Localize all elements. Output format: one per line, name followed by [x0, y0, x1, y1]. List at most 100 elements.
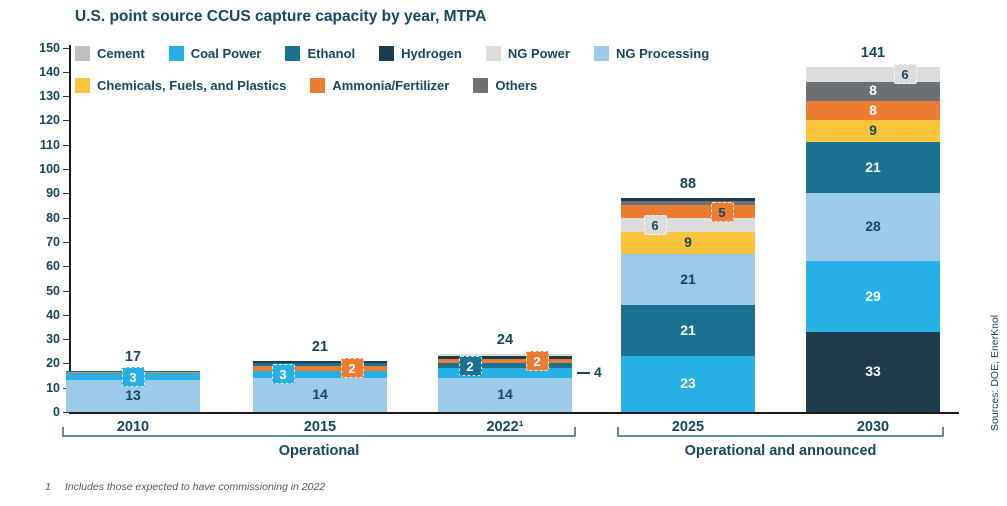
y-tick-label-140: 140 [39, 64, 60, 79]
group-bracket-operational [62, 427, 576, 437]
legend-item-ng-power: NG Power [485, 46, 570, 61]
y-tick-label-40: 40 [46, 307, 60, 322]
y-tick-mark-90 [63, 193, 69, 195]
y-tick-mark-110 [63, 144, 69, 146]
segment-value-label: 21 [865, 158, 881, 175]
y-tick-label-70: 70 [46, 234, 60, 249]
legend-item-ng-processing: NG Processing [593, 46, 709, 61]
segment-value-label: 8 [869, 101, 877, 118]
legend-label-cement: Cement [97, 46, 145, 61]
bar-segment-2030-ammonia-fertilizer [806, 100, 940, 121]
y-tick-label-80: 80 [46, 210, 60, 225]
x-axis-line [69, 412, 959, 414]
legend-item-ethanol: Ethanol [285, 46, 355, 61]
legend-item-cement: Cement [75, 46, 145, 61]
bar-segment-2015-ethanol [253, 363, 387, 366]
footnote-text: Includes those expected to have commissi… [64, 481, 326, 493]
segment-value-label: 9 [684, 234, 692, 251]
segment-value-label: 21 [680, 321, 696, 338]
y-tick-label-10: 10 [46, 380, 60, 395]
others-swatch-icon [473, 78, 489, 93]
bar-segment-2030-ng-processing [806, 193, 940, 262]
bar-segment-2025-hydrogen [621, 198, 755, 201]
y-tick-mark-120 [63, 120, 69, 122]
footnote: 1 Includes those expected to have commiss… [45, 481, 325, 493]
y-tick-label-130: 130 [39, 89, 60, 104]
x-axis-label-2030: 2030 [856, 419, 890, 435]
bar-segment-2022-coal-power [438, 368, 572, 378]
x-axis-label-2022: 2022¹ [486, 419, 524, 435]
group-label-operational: Operational [278, 443, 360, 459]
legend-label-hydrogen: Hydrogen [401, 46, 462, 61]
legend-label-others: Others [495, 78, 538, 93]
legend-label-ammonia-fertilizer: Ammonia/Fertilizer [332, 78, 450, 93]
bar-segment-2025-coal-power [621, 356, 755, 412]
y-tick-mark-80 [63, 217, 69, 219]
group-label-operational-and-announced: Operational and announced [684, 443, 877, 459]
y-tick-label-120: 120 [39, 113, 60, 128]
y-axis-line [69, 45, 71, 414]
footnote-marker: 1 [45, 481, 51, 493]
y-tick-mark-0 [63, 412, 69, 413]
legend-row-2: Chemicals, Fuels, and Plastics Ammonia/Fe… [75, 78, 537, 93]
y-tick-label-60: 60 [46, 259, 60, 274]
bar-segment-2015-coal-power [253, 370, 387, 378]
segment-value-badge: 2 [458, 355, 482, 376]
segment-value-badge: 6 [893, 64, 917, 85]
bar-segment-2030-chemicals-fuels-and-plastics [806, 120, 940, 143]
y-tick-label-20: 20 [46, 356, 60, 371]
y-tick-mark-50 [63, 290, 69, 292]
bar-total-label-2015: 21 [311, 338, 329, 355]
hydrogen-swatch-icon [379, 46, 395, 61]
bar-segment-2015-ammonia-fertilizer [253, 365, 387, 371]
bar-segment-2022-ethanol [438, 363, 572, 369]
y-tick-mark-60 [63, 266, 69, 268]
y-tick-label-100: 100 [39, 162, 60, 176]
y-tick-mark-130 [63, 96, 69, 98]
segment-value-label: 13 [125, 387, 141, 404]
segment-value-label: 33 [865, 362, 881, 379]
segment-value-badge: 5 [710, 201, 734, 222]
x-axis-label-2025: 2025 [671, 419, 705, 435]
segment-value-badge: 2 [525, 350, 549, 371]
cement-swatch-icon [75, 46, 90, 61]
source-note: Sources: DOE, EnerKnol [989, 314, 1001, 432]
ammonia-fertilizer-swatch-icon [310, 78, 326, 93]
bar-total-label-2022: 24 [496, 331, 514, 348]
segment-value-label: 14 [497, 385, 513, 402]
segment-value-label: 29 [865, 287, 881, 304]
bar-total-label-2010: 17 [124, 348, 142, 365]
y-tick-label-150: 150 [39, 40, 60, 55]
segment-value-label: 9 [869, 122, 877, 139]
bar-segment-2030-others [806, 81, 940, 101]
legend-label-ng-power: NG Power [507, 46, 570, 61]
segment-value-badge: 3 [121, 366, 145, 387]
chart-title: U.S. point source CCUS capture capacity … [75, 8, 487, 25]
bar-segment-2025-ng-power [621, 217, 755, 233]
bar-segment-2015-hydrogen [253, 360, 387, 364]
bar-segment-2030-ethanol [806, 142, 940, 194]
legend-item-others: Others [473, 78, 537, 93]
bar-segment-2022-ammonia-fertilizer [438, 358, 572, 364]
y-tick-mark-40 [63, 314, 69, 316]
bar-segment-2030-hydrogen [806, 331, 940, 412]
y-tick-mark-100 [63, 169, 69, 170]
chemicals-fuels-and-plastics-swatch-icon [75, 78, 90, 93]
segment-value-label: 23 [680, 375, 696, 392]
legend-item-chemicals-fuels-and-plastics: Chemicals, Fuels, and Plastics [75, 78, 286, 93]
legend-label-chemicals-fuels-and-plastics: Chemicals, Fuels, and Plastics [97, 78, 287, 93]
y-tick-mark-140 [63, 71, 69, 73]
segment-value-label: 28 [865, 218, 881, 235]
segment-value-label: 8 [869, 82, 877, 99]
y-tick-mark-150 [63, 47, 69, 49]
legend-item-coal-power: Coal Power [168, 46, 261, 61]
legend-label-ethanol: Ethanol [307, 46, 356, 61]
y-tick-label-110: 110 [39, 137, 60, 152]
y-tick-mark-30 [63, 339, 69, 341]
segment-value-badge: 6 [643, 214, 667, 235]
bar-segment-2025-others [621, 200, 755, 206]
bar-segment-2030-ng-power [806, 66, 940, 82]
bar-segment-2030-coal-power [806, 261, 940, 332]
bar-segment-2022-hydrogen [438, 356, 572, 359]
